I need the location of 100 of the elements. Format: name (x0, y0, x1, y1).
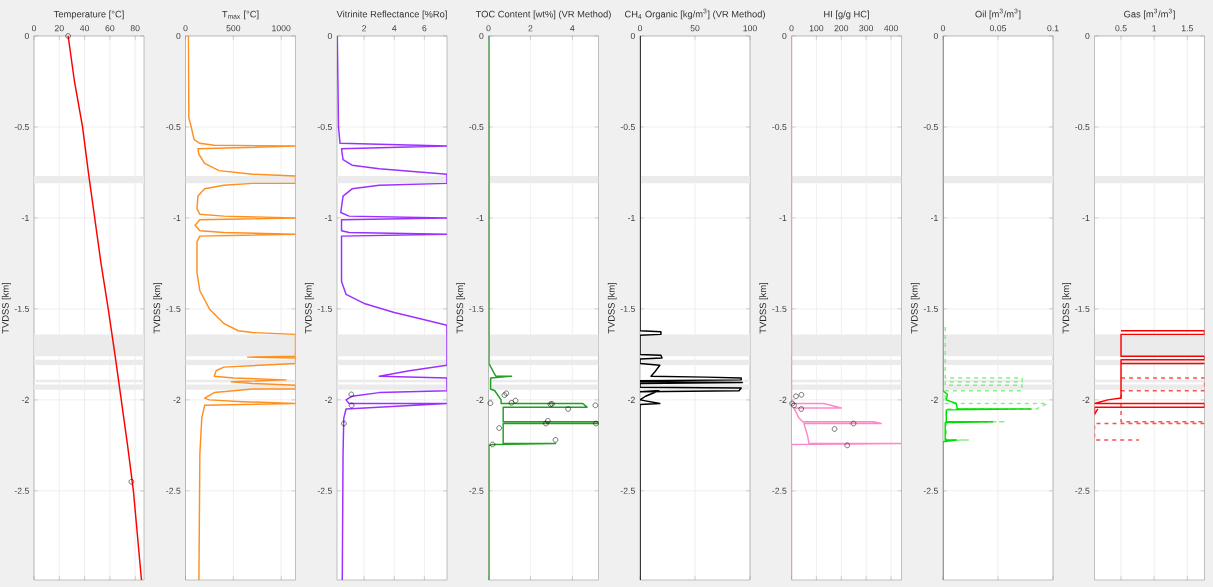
x-tick-label: 0 (486, 25, 491, 32)
y-tick-label: -2 (1082, 396, 1090, 403)
x-tick-label: 2 (362, 25, 367, 32)
y-tick-label: -2 (627, 396, 635, 403)
point (348, 391, 354, 398)
x-axis-title: CH$_{4}$ Organic [kg/m$^{3}$] (VR Method) (624, 8, 765, 20)
point (348, 402, 355, 409)
y-tick-label: -1 (779, 214, 787, 221)
y-tick-label: -2.5 (772, 487, 787, 494)
y-tick-label: -1.5 (1075, 305, 1090, 312)
x-tick-label: 0 (637, 25, 643, 32)
y-tick-label: -1 (930, 214, 938, 221)
point (543, 420, 549, 427)
point (341, 420, 347, 427)
y-tick-label: 0 (630, 32, 635, 40)
x-tick-label: 0 (789, 25, 794, 32)
x-tick-label: 0 (31, 25, 37, 32)
x-tick-label: 20 (54, 25, 64, 32)
y-tick-label: -2 (930, 396, 938, 403)
line-series (1094, 330, 1205, 416)
line-series (640, 36, 744, 580)
x-tick-label: 40 (79, 25, 90, 32)
x-tick-label: 1.5 (1181, 25, 1193, 32)
line-series (943, 326, 1049, 442)
y-axis-title: TVDSS [km] (153, 283, 163, 334)
y-axis-title: TVDSS [km] (456, 283, 466, 334)
y-axis-title: TVDSS [km] (1, 283, 11, 334)
y-tick-label: -2 (324, 396, 332, 403)
line-series (67, 36, 143, 580)
point (552, 437, 559, 443)
y-tick-label: -1 (476, 214, 484, 221)
y-tick-label: -0.5 (1075, 123, 1090, 131)
point (508, 400, 515, 406)
y-tick-label: 0 (1085, 32, 1090, 40)
y-tick-label: -1.5 (14, 305, 29, 312)
x-tick-label: 0.05 (989, 25, 1007, 32)
x-axis-title: Gas [m$^{3}$/m$^{3}$] (1124, 8, 1175, 20)
y-tick-label: -2.5 (923, 487, 938, 494)
x-tick-label: 0 (940, 25, 946, 32)
y-tick-label: -2 (173, 396, 181, 403)
y-tick-label: -0.5 (469, 123, 484, 131)
y-tick-label: -2.5 (1075, 487, 1090, 494)
x-tick-label: 500 (226, 25, 241, 32)
y-tick-label: -0.5 (14, 123, 29, 131)
y-tick-label: -1 (21, 214, 29, 221)
y-tick-label: 0 (327, 32, 332, 40)
x-tick-label: 4 (570, 25, 575, 32)
x-axis-title: Oil [m$^{3}$/m$^{3}$] (975, 8, 1021, 20)
y-tick-label: 0 (782, 32, 787, 40)
y-tick-label: -2.5 (166, 487, 181, 494)
point (592, 402, 599, 409)
y-tick-label: -0.5 (620, 123, 635, 131)
point (850, 420, 857, 427)
line-series (187, 36, 296, 580)
y-tick-label: -2 (21, 396, 29, 403)
line-series (488, 36, 599, 580)
y-tick-label: -0.5 (166, 123, 181, 131)
y-tick-label: -1.5 (317, 305, 332, 312)
x-tick-label: 0.5 (1115, 25, 1127, 32)
y-axis-title: TVDSS [km] (759, 283, 769, 334)
line-series (337, 36, 447, 580)
y-tick-label: -1.5 (923, 305, 938, 312)
y-tick-label: -1.5 (772, 305, 787, 312)
point (793, 393, 799, 399)
y-tick-label: -1 (324, 214, 332, 221)
y-tick-label: -2.5 (620, 487, 635, 494)
x-tick-label: 50 (690, 25, 700, 32)
y-tick-label: -1 (173, 214, 181, 221)
y-tick-label: -1.5 (166, 305, 181, 312)
y-tick-label: -2.5 (469, 487, 484, 494)
point (798, 392, 805, 398)
y-tick-label: -1 (1082, 214, 1090, 221)
y-tick-label: -0.5 (317, 123, 332, 131)
x-tick-label: 6 (422, 25, 427, 32)
x-tick-label: 60 (105, 25, 115, 32)
y-axis-title: TVDSS [km] (1062, 283, 1072, 334)
point (831, 426, 838, 432)
x-tick-label: 400 (884, 25, 898, 32)
y-tick-label: -2 (779, 396, 787, 403)
y-axis-title: TVDSS [km] (607, 283, 617, 334)
y-tick-label: 0 (933, 32, 938, 40)
x-tick-label: 100 (743, 25, 757, 32)
y-axis-title: TVDSS [km] (910, 283, 920, 334)
y-tick-label: -2 (476, 396, 484, 403)
y-tick-label: -0.5 (923, 123, 938, 131)
point (512, 397, 519, 404)
y-tick-label: 0 (479, 32, 484, 40)
line-series (1094, 377, 1205, 441)
x-tick-label: 200 (834, 25, 849, 32)
x-axis-title: HI [g/g HC] (824, 10, 869, 20)
point (489, 441, 496, 448)
x-tick-label: 300 (859, 25, 874, 32)
point (565, 406, 571, 412)
x-tick-label: 100 (809, 25, 824, 32)
y-tick-label: 0 (24, 32, 29, 40)
x-axis-title: TOC Content [wt%] (VR Method) (475, 10, 611, 20)
y-tick-label: -0.5 (772, 123, 787, 131)
y-tick-label: 0 (176, 32, 181, 40)
point (496, 425, 502, 431)
x-tick-label: 0 (183, 25, 188, 32)
